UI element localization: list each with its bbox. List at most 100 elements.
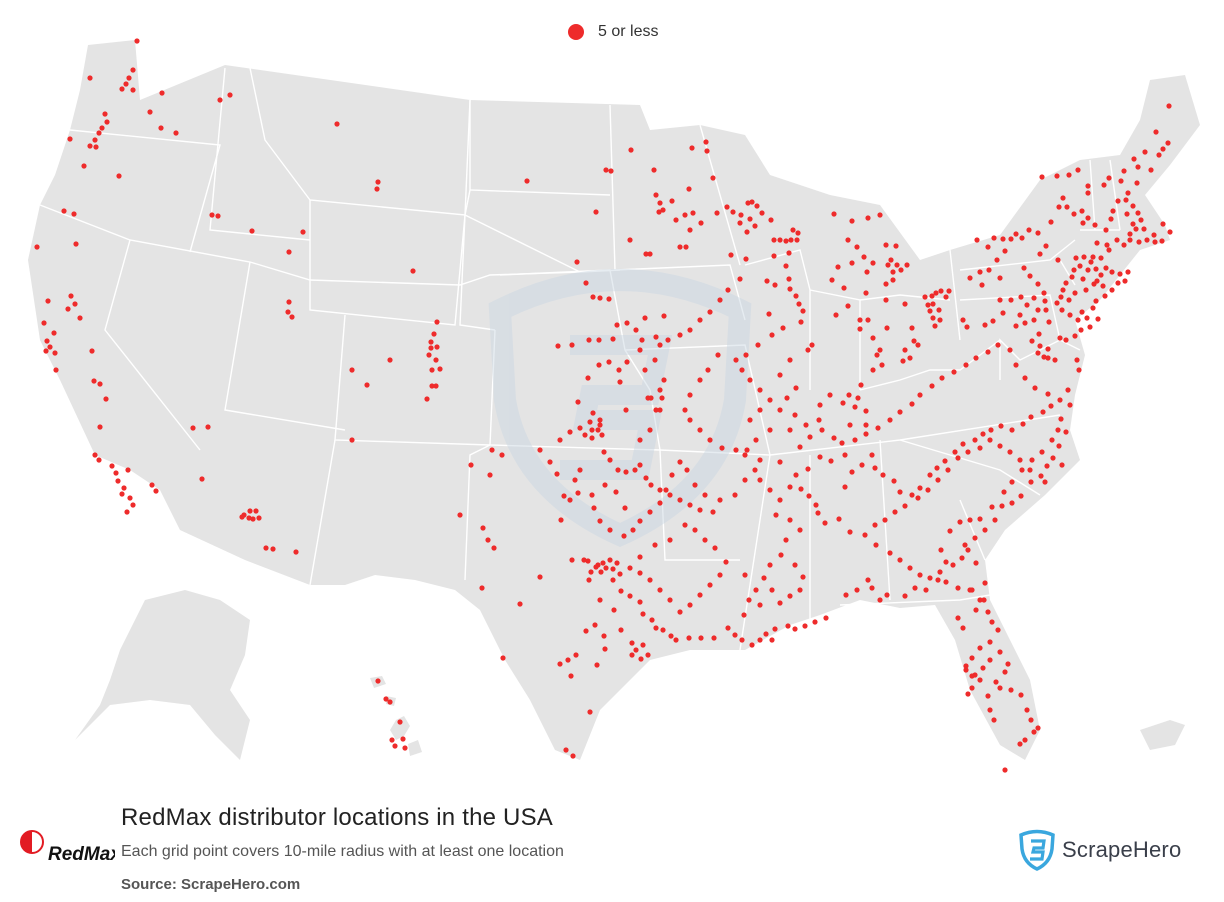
location-marker	[927, 472, 933, 478]
location-marker	[1131, 156, 1137, 162]
location-marker	[805, 347, 811, 353]
location-markers	[34, 38, 1173, 773]
location-marker	[554, 471, 560, 477]
location-marker	[651, 167, 657, 173]
location-marker	[1166, 103, 1172, 109]
location-marker	[349, 367, 355, 373]
location-marker	[572, 477, 578, 483]
location-marker	[911, 338, 917, 344]
location-marker	[793, 385, 799, 391]
location-marker	[778, 552, 784, 558]
location-marker	[573, 652, 579, 658]
location-marker	[757, 387, 763, 393]
location-marker	[1013, 323, 1019, 329]
watermark-shield-icon	[488, 269, 752, 548]
location-marker	[715, 352, 721, 358]
location-marker	[656, 209, 662, 215]
location-marker	[1045, 391, 1051, 397]
location-marker	[130, 502, 136, 508]
location-marker	[558, 517, 564, 523]
location-marker	[869, 452, 875, 458]
location-marker	[698, 635, 704, 641]
location-marker	[92, 137, 98, 143]
location-marker	[907, 355, 913, 361]
location-marker	[600, 560, 606, 566]
location-marker	[1055, 257, 1061, 263]
location-marker	[687, 227, 693, 233]
location-marker	[1101, 182, 1107, 188]
location-marker	[747, 377, 753, 383]
location-marker	[239, 514, 245, 520]
location-marker	[134, 38, 140, 44]
location-marker	[637, 570, 643, 576]
location-marker	[862, 532, 868, 538]
location-marker	[998, 423, 1004, 429]
location-marker	[647, 577, 653, 583]
location-marker	[936, 307, 942, 313]
location-marker	[613, 489, 619, 495]
location-marker	[797, 527, 803, 533]
location-marker	[887, 417, 893, 423]
location-marker	[923, 587, 929, 593]
location-marker	[874, 352, 880, 358]
location-marker	[771, 253, 777, 259]
location-marker	[1092, 222, 1098, 228]
location-marker	[653, 407, 659, 413]
location-marker	[787, 357, 793, 363]
location-marker	[565, 657, 571, 663]
location-marker	[980, 665, 986, 671]
location-marker	[677, 497, 683, 503]
location-marker	[41, 320, 47, 326]
location-marker	[1095, 316, 1101, 322]
location-marker	[68, 293, 74, 299]
location-marker	[872, 465, 878, 471]
location-marker	[993, 679, 999, 685]
location-marker	[1085, 215, 1091, 221]
location-marker	[960, 317, 966, 323]
location-marker	[293, 549, 299, 555]
location-marker	[771, 237, 777, 243]
location-marker	[753, 587, 759, 593]
location-marker	[1019, 467, 1025, 473]
location-marker	[657, 407, 663, 413]
location-marker	[969, 673, 975, 679]
location-marker	[1008, 236, 1014, 242]
location-marker	[777, 372, 783, 378]
location-marker	[1027, 467, 1033, 473]
location-marker	[1075, 317, 1081, 323]
location-marker	[590, 294, 596, 300]
location-marker	[1046, 319, 1052, 325]
location-marker	[849, 260, 855, 266]
location-marker	[637, 599, 643, 605]
location-marker	[1059, 307, 1065, 313]
location-marker	[1035, 230, 1041, 236]
location-marker	[1098, 272, 1104, 278]
location-marker	[687, 502, 693, 508]
location-marker	[669, 472, 675, 478]
location-marker	[777, 459, 783, 465]
redmax-logo: RedMax	[20, 830, 115, 864]
location-marker	[879, 362, 885, 368]
location-marker	[964, 324, 970, 330]
location-marker	[645, 652, 651, 658]
location-marker	[622, 505, 628, 511]
location-marker	[689, 145, 695, 151]
location-marker	[1057, 335, 1063, 341]
location-marker	[683, 244, 689, 250]
location-marker	[777, 497, 783, 503]
location-marker	[1142, 149, 1148, 155]
location-marker	[985, 693, 991, 699]
location-marker	[109, 463, 115, 469]
location-marker	[1055, 427, 1061, 433]
location-marker	[935, 577, 941, 583]
location-marker	[759, 210, 765, 216]
location-marker	[586, 577, 592, 583]
location-marker	[116, 173, 122, 179]
location-marker	[603, 167, 609, 173]
location-marker	[608, 168, 614, 174]
location-marker	[1115, 198, 1121, 204]
location-marker	[630, 527, 636, 533]
location-marker	[1022, 320, 1028, 326]
location-marker	[883, 242, 889, 248]
location-marker	[989, 504, 995, 510]
